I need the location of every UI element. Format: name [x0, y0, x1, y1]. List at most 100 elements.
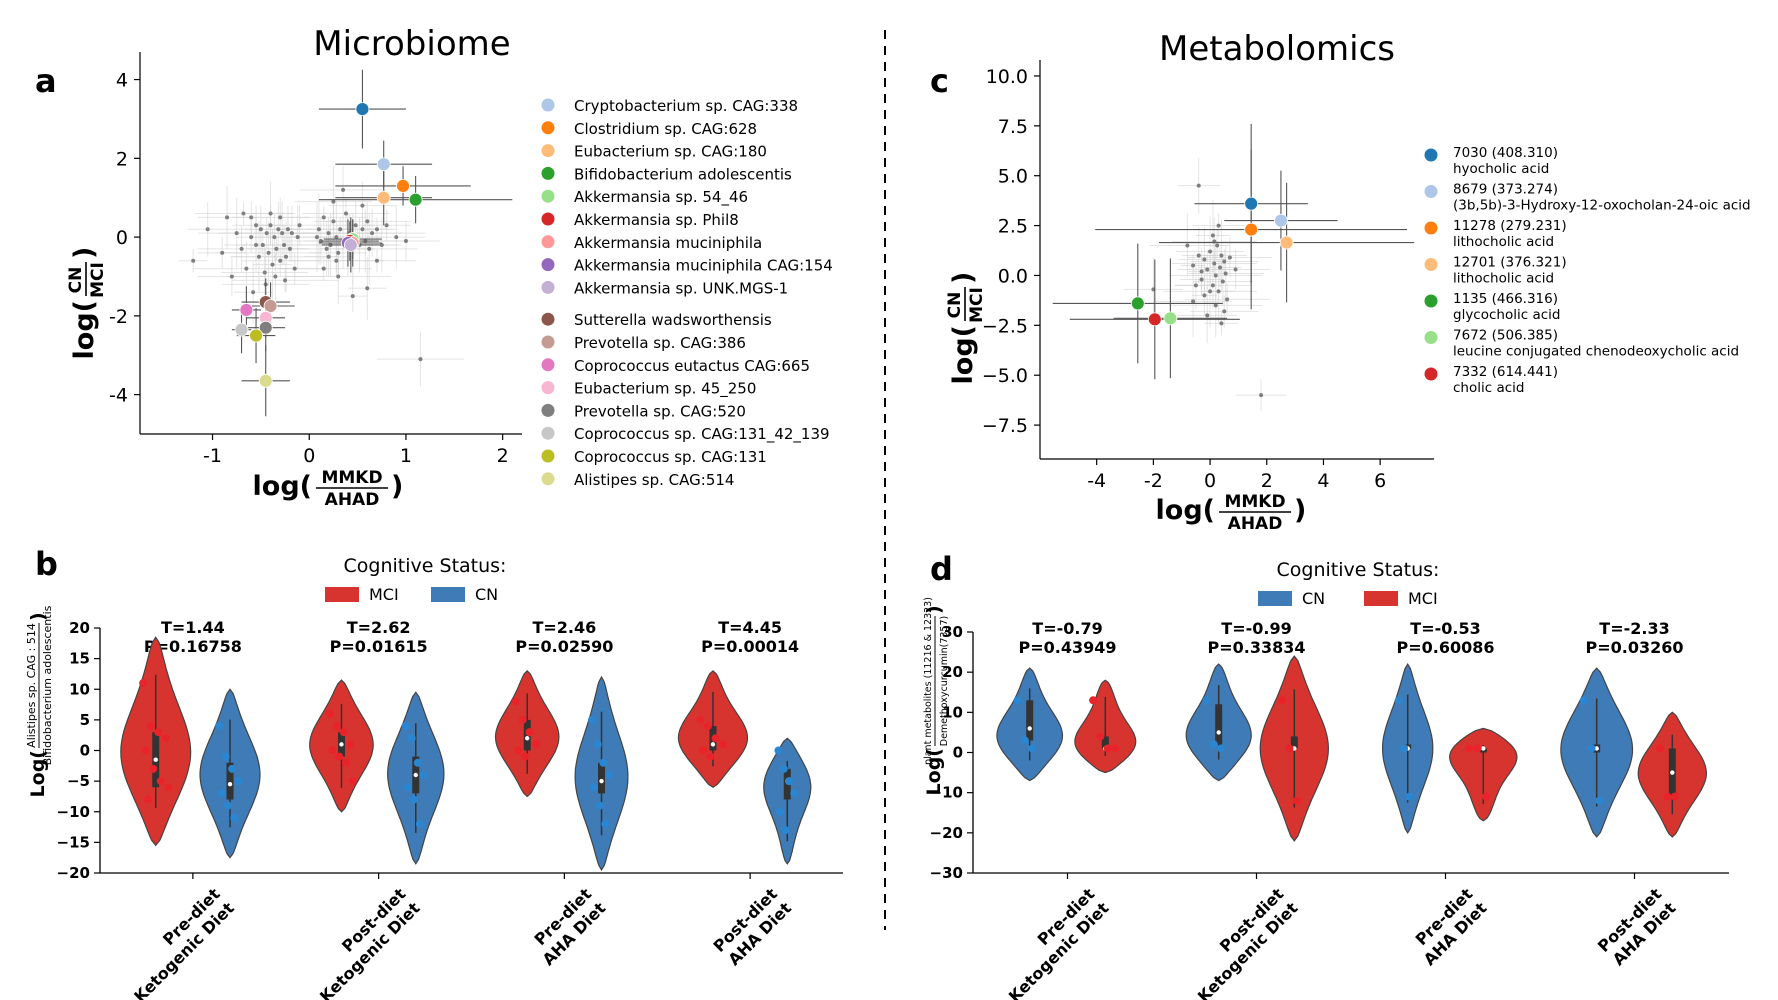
highlight-point — [258, 320, 273, 335]
violin-data-point — [144, 795, 153, 804]
background-point — [264, 231, 269, 236]
legend-marker — [1424, 331, 1438, 344]
violin-data-point — [593, 740, 602, 749]
legend-label: Clostridium sp. CAG:628 — [574, 120, 757, 138]
violin-data-point — [409, 795, 418, 804]
stat-t-value: T=-0.99 — [1221, 619, 1291, 638]
stat-p-value: P=0.16758 — [144, 637, 242, 656]
x-axis-label-suffix: ) — [391, 471, 403, 502]
legend-marker — [541, 312, 555, 326]
background-point — [1210, 233, 1215, 238]
background-point — [1199, 277, 1204, 282]
violin-data-point — [518, 715, 527, 724]
legend-marker — [541, 144, 555, 158]
background-point — [266, 250, 271, 255]
y-axis-label-suffix: ) — [69, 247, 100, 259]
background-point — [249, 235, 254, 240]
x-axis-label-denominator: AHAD — [1228, 514, 1283, 534]
y-axis-label: Log(plant metabolites (11216 & 12323) Dem… — [923, 597, 950, 795]
legend-label: CN — [475, 585, 498, 604]
y-tick-label: 20 — [69, 619, 90, 637]
legend-marker — [541, 335, 555, 349]
background-point — [280, 231, 285, 236]
background-point — [292, 266, 297, 271]
background-point — [1196, 253, 1201, 258]
violin-data-point — [335, 752, 344, 761]
y-axis-label: log(CN MCI) — [66, 247, 108, 360]
highlight-point — [1163, 311, 1178, 326]
background-point — [272, 235, 277, 240]
y-axis-label-prefix: log( — [69, 300, 100, 359]
y-tick-label: 20 — [942, 663, 963, 681]
legend-label-name: hyocholic acid — [1453, 161, 1549, 177]
legend-marker — [541, 189, 555, 203]
background-point — [341, 187, 346, 192]
violin-data-point — [706, 752, 715, 761]
violin-data-point — [342, 758, 351, 767]
stat-t-value: T=-2.33 — [1599, 619, 1669, 638]
violin-data-point — [413, 758, 422, 767]
background-point — [205, 227, 210, 232]
y-tick-label: −5.0 — [982, 365, 1028, 387]
y-tick-label: 5 — [80, 711, 90, 729]
background-point — [331, 199, 336, 204]
y-tick-label: 10 — [942, 703, 963, 721]
violin-data-point — [1209, 740, 1218, 749]
violin-data-point — [328, 746, 337, 755]
stat-p-value: P=0.00014 — [701, 637, 799, 656]
legend-swatch — [431, 587, 465, 602]
violin-data-point — [595, 801, 604, 810]
background-point — [274, 246, 279, 251]
violin-data-point — [401, 722, 410, 730]
background-point — [336, 250, 341, 255]
background-point — [295, 235, 300, 240]
violin-data-point — [790, 789, 799, 798]
violin-data-point — [415, 820, 424, 828]
legend-label-name: lithocholic acid — [1453, 271, 1554, 287]
background-point — [1199, 269, 1204, 274]
background-point — [1193, 283, 1198, 288]
panel-c-title: Metabolomics — [1159, 29, 1395, 69]
violin-data-point — [346, 740, 355, 749]
legend-marker — [541, 235, 555, 249]
background-point — [251, 290, 256, 295]
legend-marker — [1424, 221, 1438, 235]
violin-data-point — [1285, 744, 1294, 753]
violin-data-point — [221, 752, 230, 761]
y-axis-label-suffix: ) — [923, 605, 945, 614]
background-point — [297, 223, 302, 228]
violin-data-point — [1292, 796, 1301, 805]
background-point — [1219, 253, 1224, 258]
legend-marker — [541, 280, 555, 294]
highlight-point — [249, 328, 263, 343]
legend-label: Akkermansia sp. UNK.MGS-1 — [574, 279, 788, 297]
violin-median — [710, 742, 716, 747]
legend-label: Bifidobacterium adolescentis — [574, 165, 792, 183]
background-point — [334, 235, 339, 240]
legend-marker — [541, 358, 555, 372]
violin-data-point — [154, 728, 163, 737]
x-tick-label: 1 — [400, 445, 412, 467]
violin-median — [1481, 746, 1486, 751]
violin-data-point — [149, 764, 158, 773]
y-axis-label: Log(Alistipes sp. CAG : 514 Bifidobacteri… — [25, 605, 54, 797]
violin-data-point — [1473, 744, 1482, 753]
x-tick-label: -2 — [1144, 470, 1163, 492]
violin-data-point — [589, 783, 598, 792]
violin-data-point — [146, 722, 155, 730]
violin-data-point — [1028, 744, 1037, 753]
violin-data-point — [1670, 792, 1679, 801]
violin-data-point — [1587, 744, 1596, 753]
violin-data-point — [525, 728, 534, 737]
violin-data-point — [696, 715, 705, 724]
violin-data-point — [776, 807, 785, 816]
panel-a-label: a — [35, 62, 57, 100]
x-tick-label: -4 — [1087, 470, 1106, 492]
legend-marker — [541, 449, 555, 463]
stat-t-value: T=-0.79 — [1032, 619, 1102, 638]
highlight-point — [376, 157, 391, 172]
